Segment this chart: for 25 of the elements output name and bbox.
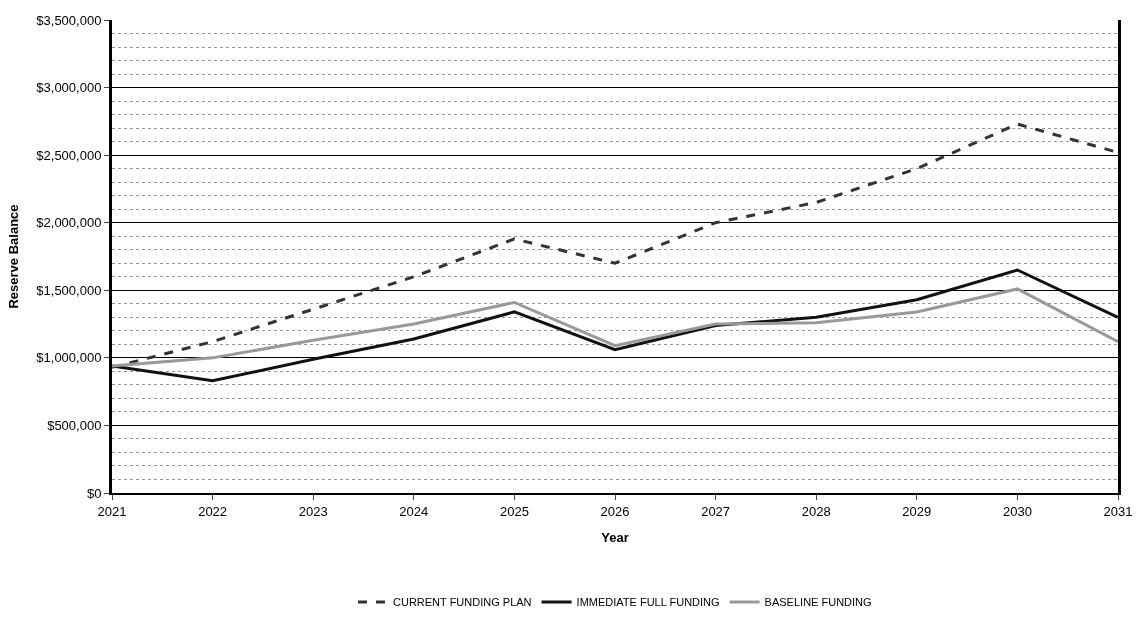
line-series [112,268,1118,383]
y-tick-label: $1,500,000 [36,282,102,298]
legend-label: BASELINE FUNDING [764,596,872,609]
y-axis-title: Reserve Balance [6,204,22,309]
legend-label: CURRENT FUNDING PLAN [393,596,532,609]
x-tick-label: 2028 [801,503,831,519]
x-tick-label: 2023 [298,503,328,519]
y-tick-label: $1,000,000 [36,350,102,366]
y-tick-label: $3,500,000 [36,12,102,28]
x-tick-label: 2024 [399,503,429,519]
x-tick-label: 2021 [97,503,127,519]
x-tick-label: 2031 [1103,503,1133,519]
y-tick-label: $0 [86,485,102,501]
x-tick-label: 2029 [902,503,932,519]
y-tick-label: $3,000,000 [36,80,102,96]
x-tick-label: 2025 [499,503,529,519]
x-tick-label: 2030 [1002,503,1032,519]
y-tick-label: $500,000 [47,417,102,433]
y-tick-label: $2,500,000 [36,147,102,163]
x-axis-title: Year [601,529,629,545]
legend-label: IMMEDIATE FULL FUNDING [576,596,720,609]
x-tick-label: 2027 [701,503,731,519]
y-tick-label: $2,000,000 [36,215,102,231]
x-tick-label: 2022 [198,503,228,519]
x-tick-label: 2026 [600,503,630,519]
